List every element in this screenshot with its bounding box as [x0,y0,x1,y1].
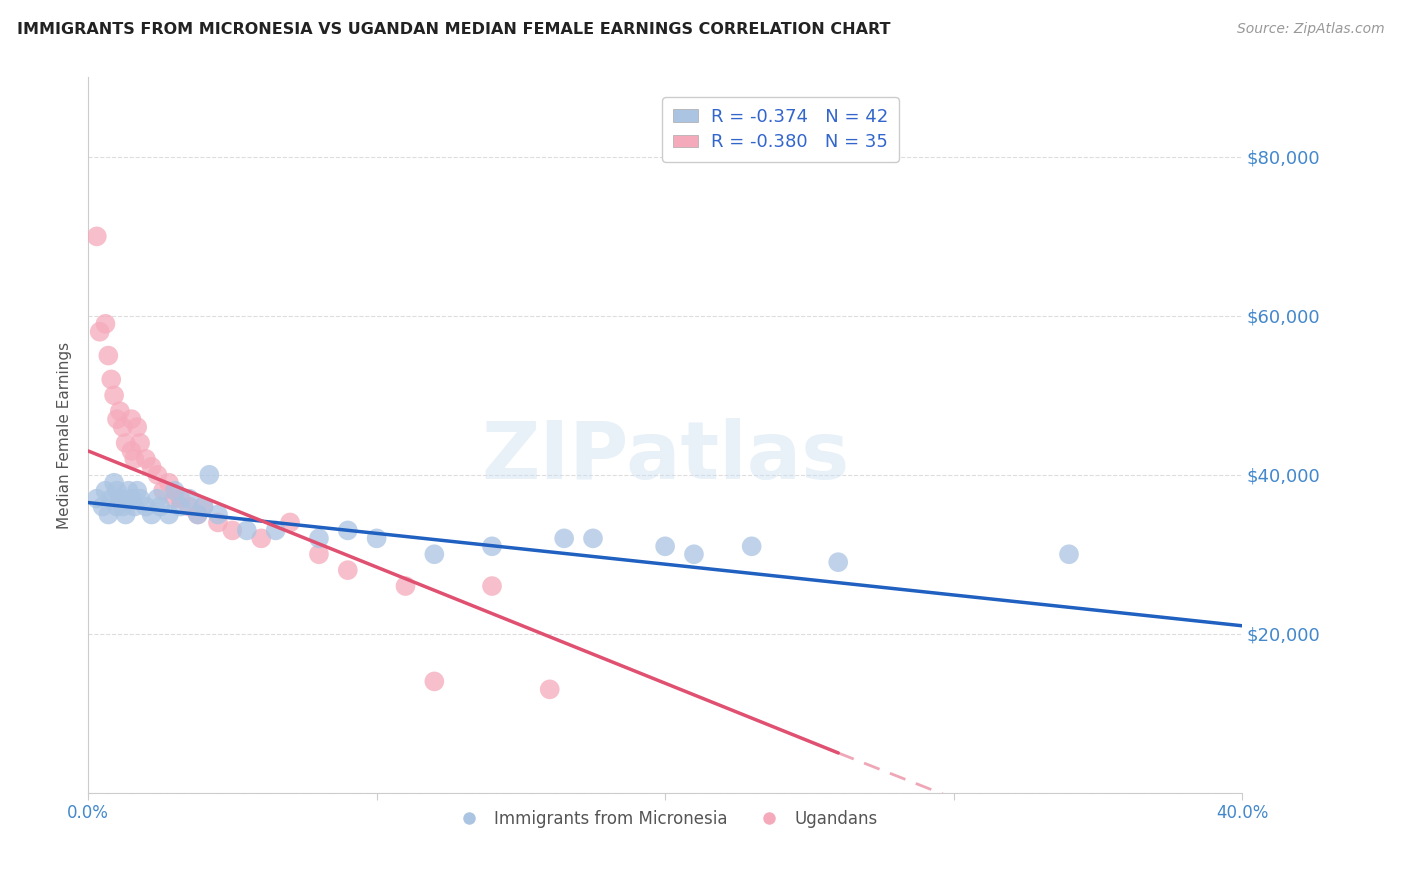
Point [654,539,676,553]
Point [124,451,146,466]
Point [103,475,125,490]
Text: ZIPatlas: ZIPatlas [481,417,849,495]
Point [111,420,134,434]
Point [264,524,287,538]
Point [100,491,122,506]
Point [207,516,229,530]
Point [423,547,446,561]
Point [394,579,416,593]
Point [129,436,152,450]
Point [108,491,131,506]
Point [481,539,503,553]
Point [149,500,172,514]
Point [553,532,575,546]
Legend: Immigrants from Micronesia, Ugandans: Immigrants from Micronesia, Ugandans [446,803,884,834]
Y-axis label: Median Female Earnings: Median Female Earnings [58,342,72,529]
Point [336,524,359,538]
Point [91,500,114,514]
Point [308,547,330,561]
Point [135,500,157,514]
Point [221,524,243,538]
Point [236,524,259,538]
Point [103,388,125,402]
Point [423,674,446,689]
Point [163,491,186,506]
Point [179,491,201,506]
Point [97,508,120,522]
Point [198,467,221,482]
Point [105,500,128,514]
Point [683,547,706,561]
Point [179,500,201,514]
Point [250,532,273,546]
Point [127,420,149,434]
Point [169,491,191,506]
Point [193,500,215,514]
Text: IMMIGRANTS FROM MICRONESIA VS UGANDAN MEDIAN FEMALE EARNINGS CORRELATION CHART: IMMIGRANTS FROM MICRONESIA VS UGANDAN ME… [17,22,890,37]
Point [129,491,152,506]
Point [86,491,108,506]
Point [105,483,128,498]
Point [108,404,131,418]
Point [120,491,142,506]
Point [114,508,136,522]
Point [127,483,149,498]
Point [86,229,108,244]
Point [141,459,163,474]
Point [94,317,117,331]
Point [366,532,388,546]
Point [741,539,763,553]
Point [135,451,157,466]
Point [827,555,849,569]
Point [157,475,180,490]
Point [308,532,330,546]
Point [163,483,186,498]
Point [111,500,134,514]
Point [481,579,503,593]
Point [152,483,174,498]
Point [117,483,139,498]
Point [336,563,359,577]
Point [124,500,146,514]
Point [120,412,142,426]
Point [278,516,301,530]
Point [1057,547,1080,561]
Text: Source: ZipAtlas.com: Source: ZipAtlas.com [1237,22,1385,37]
Point [169,500,191,514]
Point [141,508,163,522]
Point [146,467,169,482]
Point [187,508,209,522]
Point [582,532,605,546]
Point [146,491,169,506]
Point [193,500,215,514]
Point [105,412,128,426]
Point [538,682,561,697]
Point [89,325,111,339]
Point [207,508,229,522]
Point [114,436,136,450]
Point [187,508,209,522]
Point [157,508,180,522]
Point [94,483,117,498]
Point [100,372,122,386]
Point [97,349,120,363]
Point [120,444,142,458]
